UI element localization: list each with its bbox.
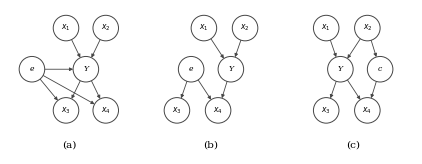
Circle shape — [53, 15, 79, 41]
Text: $x_2$: $x_2$ — [101, 23, 111, 33]
Circle shape — [206, 98, 231, 123]
Text: Y: Y — [338, 65, 343, 73]
Circle shape — [218, 56, 243, 82]
Circle shape — [191, 15, 216, 41]
Text: (b): (b) — [203, 140, 219, 149]
Text: Y: Y — [84, 65, 88, 73]
Circle shape — [53, 98, 79, 123]
Circle shape — [93, 98, 119, 123]
Circle shape — [179, 56, 204, 82]
Circle shape — [314, 15, 339, 41]
Circle shape — [354, 98, 380, 123]
Circle shape — [93, 15, 119, 41]
Text: $x_4$: $x_4$ — [213, 105, 223, 116]
Text: e: e — [189, 65, 193, 73]
Circle shape — [232, 15, 258, 41]
Text: $x_1$: $x_1$ — [61, 23, 71, 33]
Text: $x_3$: $x_3$ — [172, 105, 182, 116]
Circle shape — [354, 15, 380, 41]
Text: (a): (a) — [62, 140, 76, 149]
Text: $x_3$: $x_3$ — [321, 105, 331, 116]
Text: c: c — [378, 65, 382, 73]
Circle shape — [164, 98, 190, 123]
Text: $x_2$: $x_2$ — [240, 23, 250, 33]
Text: Y: Y — [228, 65, 233, 73]
Text: $x_1$: $x_1$ — [322, 23, 331, 33]
Text: $x_4$: $x_4$ — [101, 105, 111, 116]
Circle shape — [314, 98, 339, 123]
Circle shape — [368, 56, 393, 82]
Circle shape — [73, 56, 99, 82]
Circle shape — [327, 56, 353, 82]
Text: e: e — [30, 65, 34, 73]
Text: $x_4$: $x_4$ — [362, 105, 372, 116]
Text: $x_1$: $x_1$ — [199, 23, 209, 33]
Text: (c): (c) — [346, 140, 360, 149]
Text: $x_3$: $x_3$ — [61, 105, 71, 116]
Text: $x_2$: $x_2$ — [362, 23, 372, 33]
Circle shape — [19, 56, 45, 82]
